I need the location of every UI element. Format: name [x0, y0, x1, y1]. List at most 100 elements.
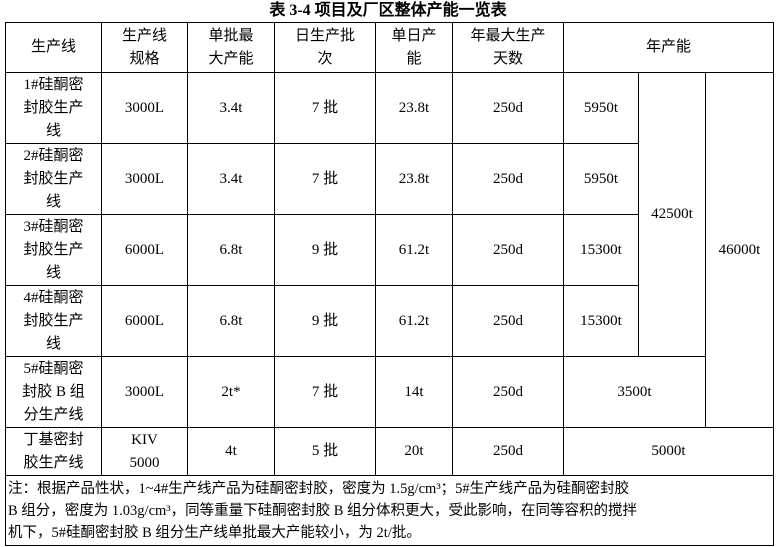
cell-text: 42500t	[651, 206, 693, 222]
cell: 6000L	[101, 214, 188, 286]
cell-text: 3500t	[617, 383, 652, 400]
note: 注：根据产品性状，1~4#生产线产品为硅酮密封胶，密度为 1.5g/cm³；5#…	[4, 475, 775, 546]
cell-text: 3.4t	[219, 170, 243, 187]
cell: 3#硅酮密封胶生产线	[5, 214, 102, 286]
cell-text: 20t	[404, 443, 424, 459]
silicone-total: 42500t	[638, 72, 706, 357]
header-cell: 日生产批次	[274, 22, 376, 73]
cell-line: 封胶生产	[23, 241, 84, 258]
cell: 7 批	[274, 143, 376, 215]
annual-cell: 3500t	[563, 356, 706, 428]
cell: 4t	[187, 427, 275, 476]
cell-line: 3#硅酮密	[23, 218, 84, 235]
cell-line: 胶生产线	[23, 454, 84, 471]
cell-text: 9 批	[311, 312, 339, 329]
header-cell: 生产线 规格	[101, 22, 188, 73]
header-cell: 生产线	[5, 22, 102, 73]
annual-cell: 15300t	[563, 285, 639, 357]
cell-text: 61.2t	[398, 312, 430, 329]
cell: 250d	[452, 72, 564, 144]
cell-line: 能	[406, 50, 422, 67]
cell-line: 封胶 B 组	[22, 383, 85, 400]
cell-text: 250d	[493, 99, 523, 116]
cell-text: 5950t	[583, 170, 619, 187]
cell-line: 线	[45, 193, 61, 210]
plant-total: 46000t	[704, 72, 775, 428]
cell-line: 线	[45, 264, 61, 281]
cell-text: 23.8t	[398, 170, 430, 187]
cell-text: 250d	[493, 170, 523, 187]
cell-line: 次	[317, 50, 333, 67]
note-line: 注：根据产品性状，1~4#生产线产品为硅酮密封胶，密度为 1.5g/cm³；5#…	[8, 480, 630, 497]
header-cell: 年产能	[562, 22, 775, 73]
cell-line: 6000L	[124, 241, 165, 258]
cell-text: 7 批	[311, 383, 339, 400]
annual-cell: 5950t	[563, 143, 639, 215]
cell-text: 14t	[404, 383, 424, 400]
header-cell: 单日产能	[375, 22, 453, 73]
cell: 2t*	[187, 356, 275, 428]
cell: 3.4t	[187, 143, 275, 215]
cell-line: 3000L	[124, 170, 165, 187]
data-row: 2#硅酮密封胶生产线 3000L 3.4t 7 批 23.8t 250d 5950t	[5, 143, 774, 215]
note-row: 注：根据产品性状，1~4#生产线产品为硅酮密封胶，密度为 1.5g/cm³；5#…	[4, 475, 775, 546]
data-row: 丁基密封胶生产线 KIV 5000 4t 5 批 20t 250d 5000t	[5, 427, 775, 476]
cell-line: KIV	[131, 431, 158, 448]
capacity-table: 生产线 生产线 规格 单批最 大产能 日生产批次单日产能年最大生产 天数 年产能 1#硅酮密 封胶…	[4, 22, 775, 546]
cell-line: 年最大生产	[470, 27, 546, 44]
cell-line: 年产能	[646, 39, 692, 55]
cell-text: 9 批	[311, 241, 339, 258]
cell-text: 61.2t	[398, 241, 430, 258]
cell-text: 5 批	[311, 443, 339, 459]
table-title: 表 3-4 项目及厂区整体产能一览表	[269, 2, 507, 19]
cell-line: 日生产批	[294, 27, 355, 44]
cell: 20t	[375, 427, 453, 476]
cell: 5#硅酮密 封胶 B 组分生产线	[5, 356, 102, 428]
cell-text: 6.8t	[219, 241, 243, 258]
note-line: 机下，5#硅酮密封胶 B 组分生产线单批最大产能较小，为 2t/批。	[8, 524, 421, 541]
cell: 250d	[452, 143, 564, 215]
cell-text: 5000t	[651, 443, 686, 459]
cell-line: 封胶生产	[23, 312, 84, 329]
cell-line: 5000	[129, 454, 160, 471]
cell: 61.2t	[375, 285, 453, 357]
annual-cell: 5000t	[562, 427, 775, 476]
cell-line: 封胶生产	[23, 99, 84, 116]
cell: 250d	[452, 214, 564, 286]
cell-line: 线	[45, 335, 61, 352]
cell: 丁基密封 胶生产线	[5, 427, 102, 476]
cell-text: 3.4t	[219, 99, 243, 116]
cell-text: 15300t	[580, 312, 622, 329]
cell: 7 批	[274, 72, 376, 144]
cell: 9 批	[274, 285, 376, 357]
cell-line: 2#硅酮密	[23, 147, 84, 164]
cell: 4#硅酮密 封胶生产线	[5, 285, 102, 357]
cell-text: 4t	[225, 443, 237, 459]
cell-text: 250d	[493, 312, 523, 329]
cell-line: 3000L	[124, 99, 165, 116]
header-cell: 年最大生产 天数	[452, 22, 564, 73]
cell-text: 250d	[493, 443, 523, 459]
cell-line: 线	[45, 122, 61, 139]
cell: 3.4t	[187, 72, 275, 144]
cell-line: 3000L	[124, 383, 165, 400]
cell-line: 大产能	[208, 50, 254, 67]
cell: 3000L	[101, 72, 188, 144]
cell: 250d	[452, 427, 564, 476]
cell: 23.8t	[375, 143, 453, 215]
data-row: 3#硅酮密 封胶生产线 6000L 6.8t 9 批 61.2t 250d 15300t	[5, 214, 774, 286]
cell: KIV 5000	[101, 427, 188, 476]
cell: 250d	[452, 285, 564, 357]
cell-line: 6000L	[124, 312, 165, 329]
cell: 3000L	[101, 143, 188, 215]
cell: 61.2t	[375, 214, 453, 286]
cell-text: 250d	[493, 383, 523, 400]
header-cell: 单批最 大产能	[187, 22, 275, 73]
cell-line: 丁基密封	[23, 431, 84, 448]
cell: 6.8t	[187, 285, 275, 357]
cell: 5 批	[274, 427, 376, 476]
cell: 250d	[452, 356, 564, 428]
cell-line: 封胶生产	[23, 170, 84, 187]
cell-text: 250d	[493, 241, 523, 258]
